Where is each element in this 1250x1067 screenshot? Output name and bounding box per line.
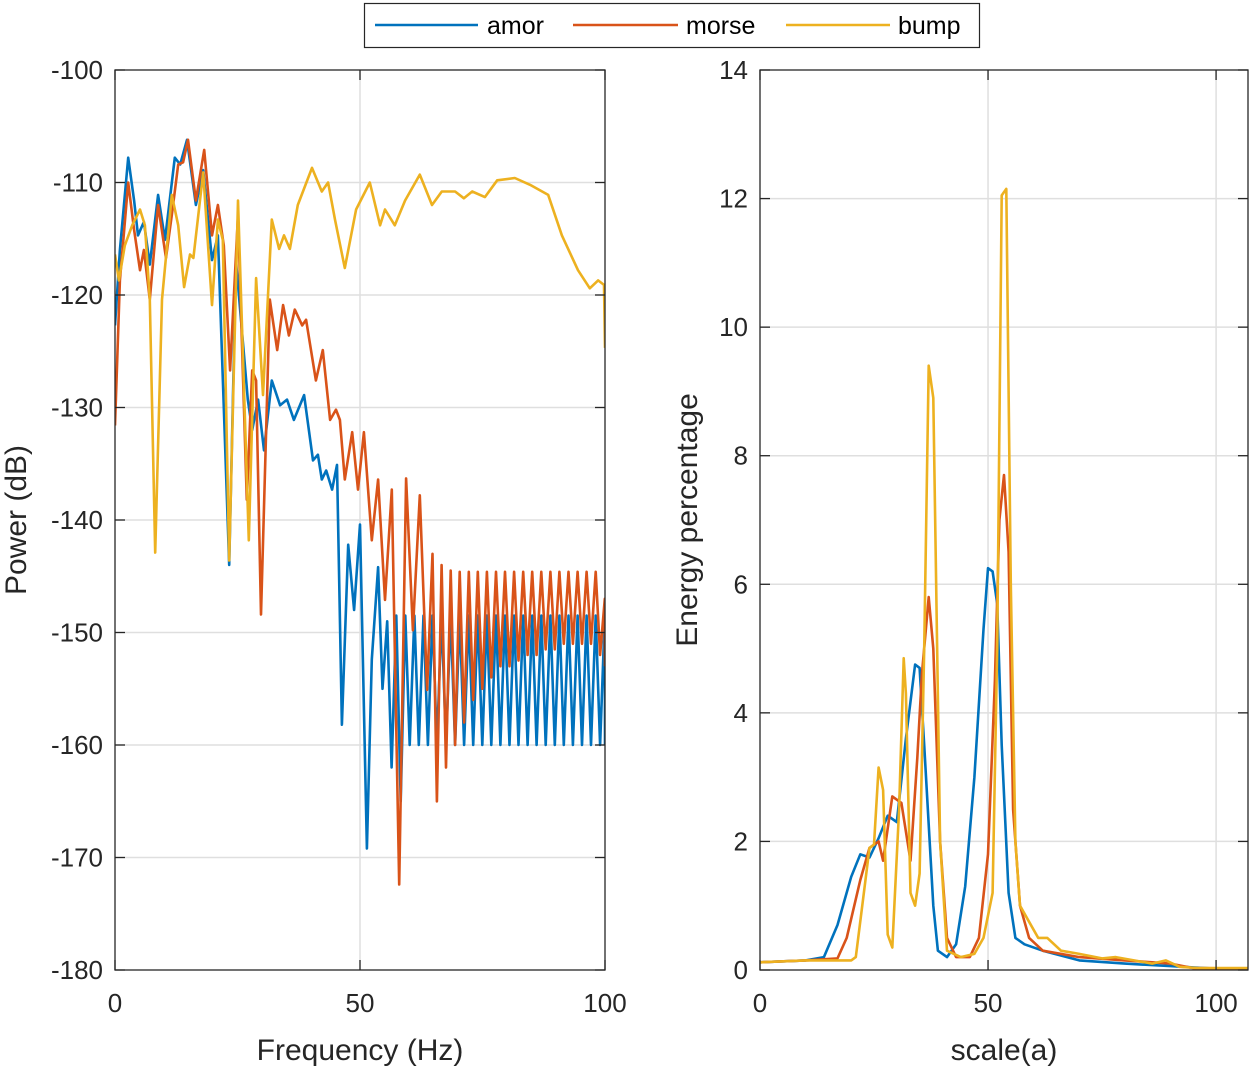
series-line-bump: [115, 166, 605, 562]
x-tick-label: 0: [108, 988, 122, 1018]
y-tick-label: 0: [734, 955, 748, 985]
y-tick-label: -140: [51, 505, 103, 535]
y-tick-label: -120: [51, 280, 103, 310]
y-tick-label: 2: [734, 826, 748, 856]
y-tick-label: -180: [51, 955, 103, 985]
y-tick-label: -110: [53, 168, 103, 198]
legend-label-morse: morse: [686, 12, 755, 40]
y-tick-label: 4: [734, 698, 748, 728]
legend-label-bump: bump: [898, 12, 961, 40]
plot-area: [760, 70, 1248, 970]
y-tick-label: -160: [51, 730, 103, 760]
y-tick-label: -130: [51, 393, 103, 423]
x-tick-label: 100: [583, 988, 626, 1018]
y-tick-label: -100: [51, 55, 103, 85]
axes-box: [759, 69, 1249, 971]
x-tick-label: 0: [753, 988, 767, 1018]
y-tick-label: 8: [734, 441, 748, 471]
y-tick-label: -150: [51, 618, 103, 648]
y-axis-label-power: Power (dB): [0, 445, 33, 595]
energy-percentage-plot: 0 2 4 6 8 10 12 14 0 50 100: [719, 55, 1249, 1018]
x-axis-label-frequency: Frequency (Hz): [257, 1034, 464, 1067]
y-tick-label: 6: [734, 569, 748, 599]
series-line-bump: [760, 187, 1248, 970]
series-line-morse: [115, 138, 605, 886]
x-tick-label: 50: [974, 988, 1003, 1018]
x-axis-label-scale: scale(a): [951, 1034, 1058, 1067]
y-tick-label: -170: [51, 843, 103, 873]
y-tick-label: 14: [719, 55, 748, 85]
legend-label-amor: amor: [487, 12, 544, 40]
x-tick-label: 50: [346, 988, 375, 1018]
legend: amor morse bump: [363, 2, 981, 49]
x-tick-label: 100: [1194, 988, 1237, 1018]
y-tick-label: 10: [719, 312, 748, 342]
y-axis-label-energy: Energy percentage: [671, 393, 704, 647]
y-tick-label: 12: [719, 184, 748, 214]
